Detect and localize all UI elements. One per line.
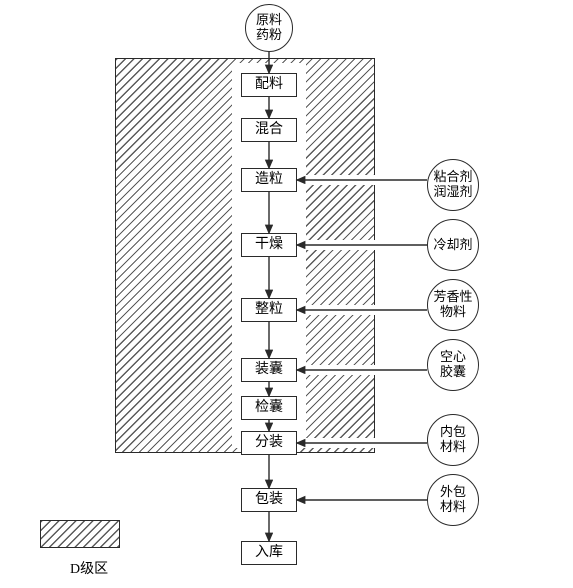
node-label: 包装 [255, 492, 283, 508]
node-label: 空心 胶囊 [440, 350, 466, 380]
node-waibao: 外包 材料 [427, 474, 479, 526]
node-fangxiang: 芳香性 物料 [427, 279, 479, 331]
node-nianheji: 粘合剂 润湿剂 [427, 159, 479, 211]
node-label: 整粒 [255, 302, 283, 318]
node-hunhe: 混合 [241, 118, 297, 142]
node-zhuangnang: 装囊 [241, 358, 297, 382]
node-label: 检囊 [255, 400, 283, 416]
node-label: 原料 药粉 [256, 13, 282, 43]
node-ganzao: 干燥 [241, 233, 297, 257]
node-label: 内包 材料 [440, 425, 466, 455]
node-label: 芳香性 物料 [433, 290, 472, 320]
node-label: 入库 [255, 545, 283, 561]
node-zhengli: 整粒 [241, 298, 297, 322]
node-kongxin: 空心 胶囊 [427, 339, 479, 391]
node-jiannang: 检囊 [241, 396, 297, 420]
legend-label: D级区 [70, 558, 108, 578]
node-neibao: 内包 材料 [427, 414, 479, 466]
node-label: 混合 [255, 122, 283, 138]
node-label: 造粒 [255, 172, 283, 188]
node-baozhuang: 包装 [241, 488, 297, 512]
node-label: 干燥 [255, 237, 283, 253]
node-zaoli: 造粒 [241, 168, 297, 192]
legend-swatch [40, 520, 120, 548]
node-yuanliao: 原料 药粉 [245, 4, 293, 52]
node-label: 分装 [255, 435, 283, 451]
node-lengqueji: 冷却剂 [427, 219, 479, 271]
node-peiliao: 配料 [241, 73, 297, 97]
node-label: 配料 [255, 77, 283, 93]
node-label: 粘合剂 润湿剂 [433, 170, 472, 200]
node-label: 装囊 [255, 362, 283, 378]
node-label: 外包 材料 [440, 485, 466, 515]
node-fenzhuang: 分装 [241, 431, 297, 455]
node-ruku: 入库 [241, 541, 297, 565]
node-label: 冷却剂 [433, 238, 472, 253]
